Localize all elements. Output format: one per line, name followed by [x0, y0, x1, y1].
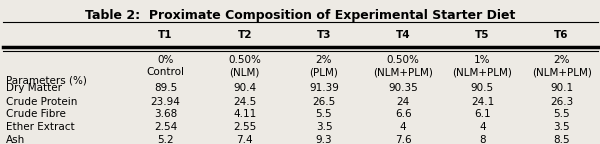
Text: 8: 8 — [479, 135, 486, 144]
Text: 2.54: 2.54 — [154, 122, 177, 132]
Text: 0.50%
(NLM+PLM): 0.50% (NLM+PLM) — [373, 55, 433, 77]
Text: 26.3: 26.3 — [550, 96, 573, 107]
Text: 24.5: 24.5 — [233, 96, 256, 107]
Text: Table 2:  Proximate Composition of Experimental Starter Diet: Table 2: Proximate Composition of Experi… — [85, 9, 515, 22]
Text: 2.55: 2.55 — [233, 122, 256, 132]
Text: T5: T5 — [475, 30, 490, 40]
Text: 6.1: 6.1 — [474, 109, 491, 120]
Text: 0%
Control: 0% Control — [146, 55, 185, 77]
Text: T6: T6 — [554, 30, 569, 40]
Text: 24.1: 24.1 — [471, 96, 494, 107]
Text: 7.4: 7.4 — [236, 135, 253, 144]
Text: 2%
(PLM): 2% (PLM) — [310, 55, 338, 77]
Text: 5.5: 5.5 — [553, 109, 570, 120]
Text: 90.35: 90.35 — [388, 83, 418, 93]
Text: 8.5: 8.5 — [553, 135, 570, 144]
Text: 90.4: 90.4 — [233, 83, 256, 93]
Text: 4.11: 4.11 — [233, 109, 256, 120]
Text: 90.1: 90.1 — [550, 83, 573, 93]
Text: Ash: Ash — [6, 135, 25, 144]
Text: 5.2: 5.2 — [157, 135, 174, 144]
Text: 89.5: 89.5 — [154, 83, 177, 93]
Text: 1%
(NLM+PLM): 1% (NLM+PLM) — [452, 55, 512, 77]
Text: 5.5: 5.5 — [316, 109, 332, 120]
Text: 4: 4 — [400, 122, 407, 132]
Text: 23.94: 23.94 — [151, 96, 181, 107]
Text: 3.68: 3.68 — [154, 109, 177, 120]
Text: 9.3: 9.3 — [316, 135, 332, 144]
Text: 91.39: 91.39 — [309, 83, 339, 93]
Text: T2: T2 — [238, 30, 252, 40]
Text: 26.5: 26.5 — [313, 96, 335, 107]
Text: 24: 24 — [397, 96, 410, 107]
Text: 7.6: 7.6 — [395, 135, 412, 144]
Text: 2%
(NLM+PLM): 2% (NLM+PLM) — [532, 55, 592, 77]
Text: T3: T3 — [317, 30, 331, 40]
Text: 3.5: 3.5 — [553, 122, 570, 132]
Text: Crude Protein: Crude Protein — [6, 96, 77, 107]
Text: 0.50%
(NLM): 0.50% (NLM) — [229, 55, 261, 77]
Text: 90.5: 90.5 — [471, 83, 494, 93]
Text: T4: T4 — [396, 30, 410, 40]
Text: Ether Extract: Ether Extract — [6, 122, 74, 132]
Text: Dry Matter: Dry Matter — [6, 83, 62, 93]
Text: T1: T1 — [158, 30, 173, 40]
Text: 6.6: 6.6 — [395, 109, 412, 120]
Text: 3.5: 3.5 — [316, 122, 332, 132]
Text: Crude Fibre: Crude Fibre — [6, 109, 66, 120]
Text: 4: 4 — [479, 122, 486, 132]
Text: Parameters (%): Parameters (%) — [6, 76, 87, 86]
